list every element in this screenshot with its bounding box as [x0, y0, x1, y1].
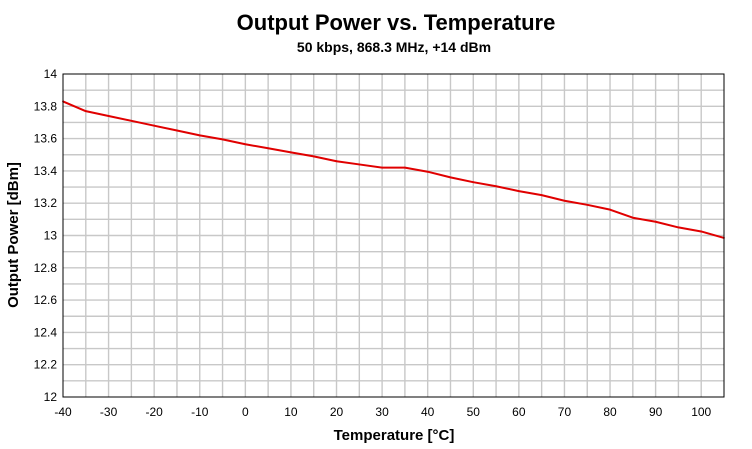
- data-point: [244, 143, 247, 146]
- data-point: [403, 166, 406, 169]
- y-tick-label: 13: [44, 229, 58, 243]
- plot-frame: [62, 73, 725, 398]
- y-tick-label: 12: [44, 390, 58, 404]
- x-tick-label: -30: [100, 405, 118, 419]
- data-point: [335, 160, 338, 163]
- data-point: [176, 129, 178, 132]
- y-tick-label: 13.4: [34, 164, 58, 178]
- grid-lines: [63, 74, 724, 397]
- chart-subtitle: 50 kbps, 868.3 MHz, +14 dBm: [297, 39, 491, 55]
- x-tick-label: 50: [467, 405, 481, 419]
- x-tick-label: 80: [603, 405, 617, 419]
- x-tick-label: -20: [146, 405, 164, 419]
- data-point: [563, 199, 566, 202]
- data-point: [107, 115, 110, 117]
- data-point: [267, 147, 270, 150]
- data-point: [631, 216, 634, 219]
- series-line-output-power: [62, 100, 725, 239]
- data-point: [221, 138, 224, 141]
- data-point: [312, 155, 315, 158]
- y-tick-label: 13.8: [34, 99, 58, 113]
- data-point: [517, 190, 520, 192]
- y-tick-label: 13.2: [34, 196, 58, 210]
- x-tick-label: 60: [512, 405, 526, 419]
- data-point: [198, 134, 201, 137]
- x-tick-label: 20: [330, 405, 344, 419]
- data-point: [426, 170, 429, 173]
- y-axis-label: Output Power [dBm]: [5, 162, 22, 308]
- x-tick-label: 0: [242, 405, 249, 419]
- data-point: [677, 226, 680, 229]
- y-tick-label: 12.8: [34, 261, 58, 275]
- x-tick-label: 40: [421, 405, 435, 419]
- data-point: [449, 176, 452, 179]
- data-point: [381, 166, 384, 169]
- data-point: [540, 194, 543, 197]
- data-point: [609, 208, 611, 211]
- x-tick-label: 10: [284, 405, 298, 419]
- x-tick-labels: -40 -30 -20 -10 0 10 20 30 40 50 60 70 80 90 100: [54, 405, 711, 419]
- data-point: [495, 185, 497, 188]
- y-tick-label: 13.6: [34, 132, 58, 146]
- x-tick-label: 70: [558, 405, 572, 419]
- data-point: [358, 163, 361, 166]
- x-axis-label: Temperature [°C]: [334, 427, 455, 444]
- y-tick-label: 12.6: [34, 293, 58, 307]
- data-point: [153, 124, 156, 127]
- x-tick-label: -40: [54, 405, 72, 419]
- y-tick-label: 12.2: [34, 358, 58, 372]
- chart-title: Output Power vs. Temperature: [237, 10, 556, 35]
- data-point: [654, 220, 657, 223]
- series-layer: [62, 100, 725, 239]
- data-point: [700, 230, 703, 233]
- y-tick-label: 12.4: [34, 325, 58, 339]
- y-tick-labels: 12 12.2 12.4 12.6 12.8 13 13.2 13.4 13.6 13.8 14: [34, 67, 58, 404]
- x-tick-label: 100: [691, 405, 711, 419]
- data-point: [472, 181, 475, 184]
- x-tick-label: -10: [191, 405, 209, 419]
- data-point: [84, 110, 87, 113]
- x-tick-label: 30: [375, 405, 389, 419]
- plot-border: [62, 73, 725, 398]
- data-point: [130, 119, 133, 122]
- x-tick-label: 90: [649, 405, 663, 419]
- data-point: [290, 151, 292, 154]
- y-tick-label: 14: [44, 67, 58, 81]
- data-point: [586, 203, 589, 206]
